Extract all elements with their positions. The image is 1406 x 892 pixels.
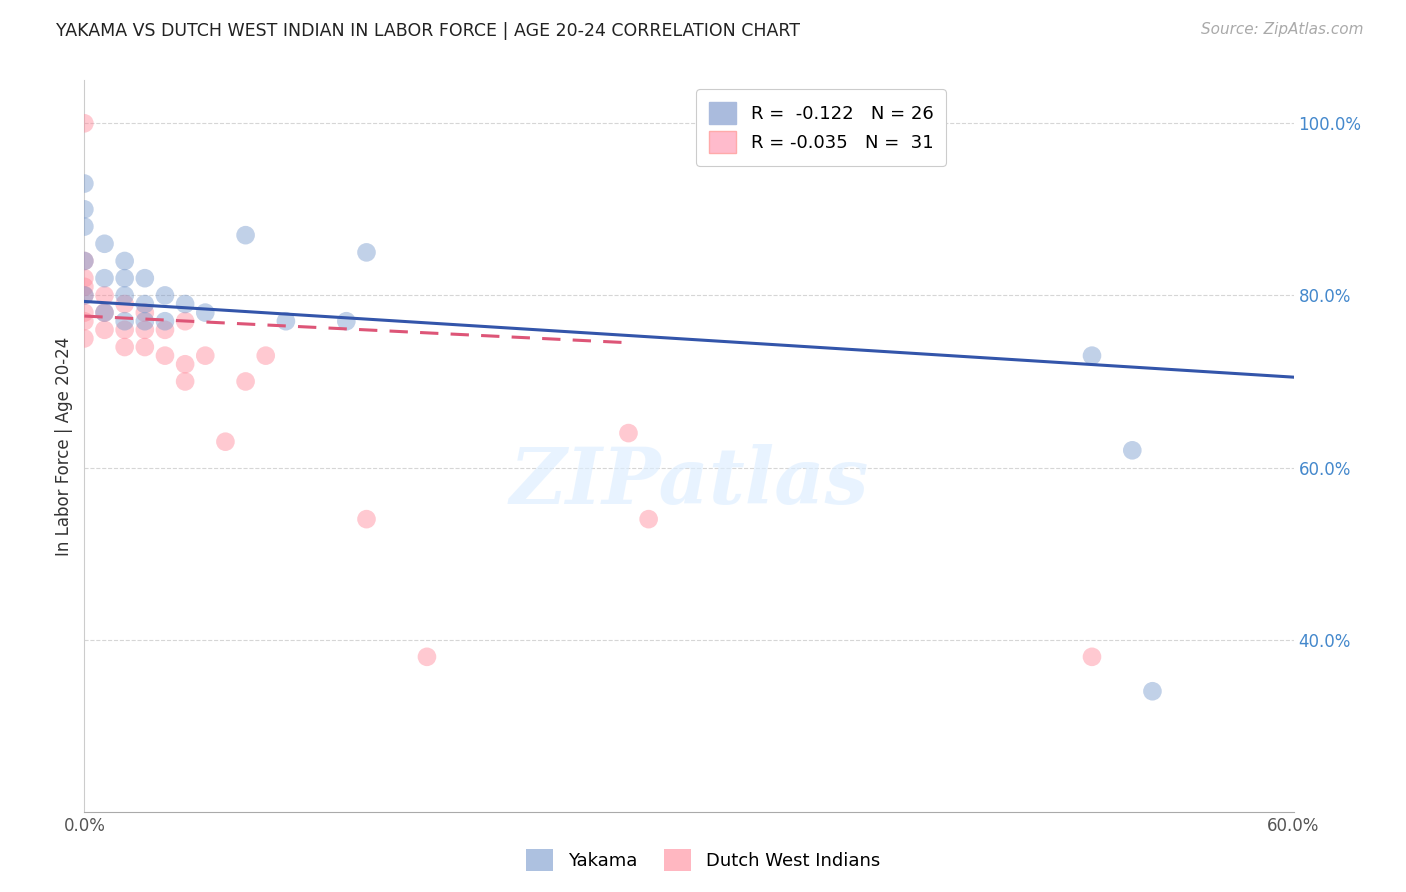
Point xyxy=(174,375,197,389)
Point xyxy=(73,116,96,130)
Point xyxy=(174,357,197,371)
Point xyxy=(134,340,156,354)
Point xyxy=(335,314,357,328)
Point xyxy=(114,271,136,285)
Point xyxy=(356,512,378,526)
Point xyxy=(114,340,136,354)
Point xyxy=(254,349,277,363)
Point xyxy=(73,305,96,319)
Point xyxy=(93,305,115,319)
Point xyxy=(235,228,257,243)
Point xyxy=(114,254,136,268)
Point xyxy=(73,202,96,217)
Point xyxy=(73,219,96,234)
Point xyxy=(153,323,176,337)
Point xyxy=(93,288,115,302)
Legend: Yakama, Dutch West Indians: Yakama, Dutch West Indians xyxy=(519,842,887,879)
Legend: R =  -0.122   N = 26, R = -0.035   N =  31: R = -0.122 N = 26, R = -0.035 N = 31 xyxy=(696,89,946,166)
Point xyxy=(73,271,96,285)
Point xyxy=(93,323,115,337)
Point xyxy=(174,297,197,311)
Point xyxy=(1081,349,1104,363)
Point xyxy=(73,254,96,268)
Point xyxy=(214,434,236,449)
Point xyxy=(153,288,176,302)
Point xyxy=(93,271,115,285)
Point xyxy=(73,288,96,302)
Point xyxy=(134,305,156,319)
Point xyxy=(114,288,136,302)
Point xyxy=(356,245,378,260)
Point xyxy=(73,280,96,294)
Point xyxy=(134,297,156,311)
Point xyxy=(134,271,156,285)
Point xyxy=(93,236,115,251)
Point xyxy=(235,375,257,389)
Point xyxy=(134,323,156,337)
Text: ZIPatlas: ZIPatlas xyxy=(509,444,869,521)
Point xyxy=(114,323,136,337)
Point xyxy=(1121,443,1143,458)
Point xyxy=(274,314,297,328)
Text: Source: ZipAtlas.com: Source: ZipAtlas.com xyxy=(1201,22,1364,37)
Point xyxy=(153,349,176,363)
Text: YAKAMA VS DUTCH WEST INDIAN IN LABOR FORCE | AGE 20-24 CORRELATION CHART: YAKAMA VS DUTCH WEST INDIAN IN LABOR FOR… xyxy=(56,22,800,40)
Point xyxy=(1142,684,1164,698)
Point xyxy=(114,314,136,328)
Point xyxy=(416,649,439,664)
Point xyxy=(73,331,96,345)
Point xyxy=(114,297,136,311)
Point xyxy=(73,314,96,328)
Point xyxy=(174,314,197,328)
Y-axis label: In Labor Force | Age 20-24: In Labor Force | Age 20-24 xyxy=(55,336,73,556)
Point xyxy=(93,305,115,319)
Point xyxy=(637,512,659,526)
Point xyxy=(1081,649,1104,664)
Point xyxy=(73,177,96,191)
Point xyxy=(134,314,156,328)
Point xyxy=(194,349,217,363)
Point xyxy=(153,314,176,328)
Point xyxy=(73,254,96,268)
Point xyxy=(194,305,217,319)
Point xyxy=(617,426,640,441)
Point xyxy=(73,288,96,302)
